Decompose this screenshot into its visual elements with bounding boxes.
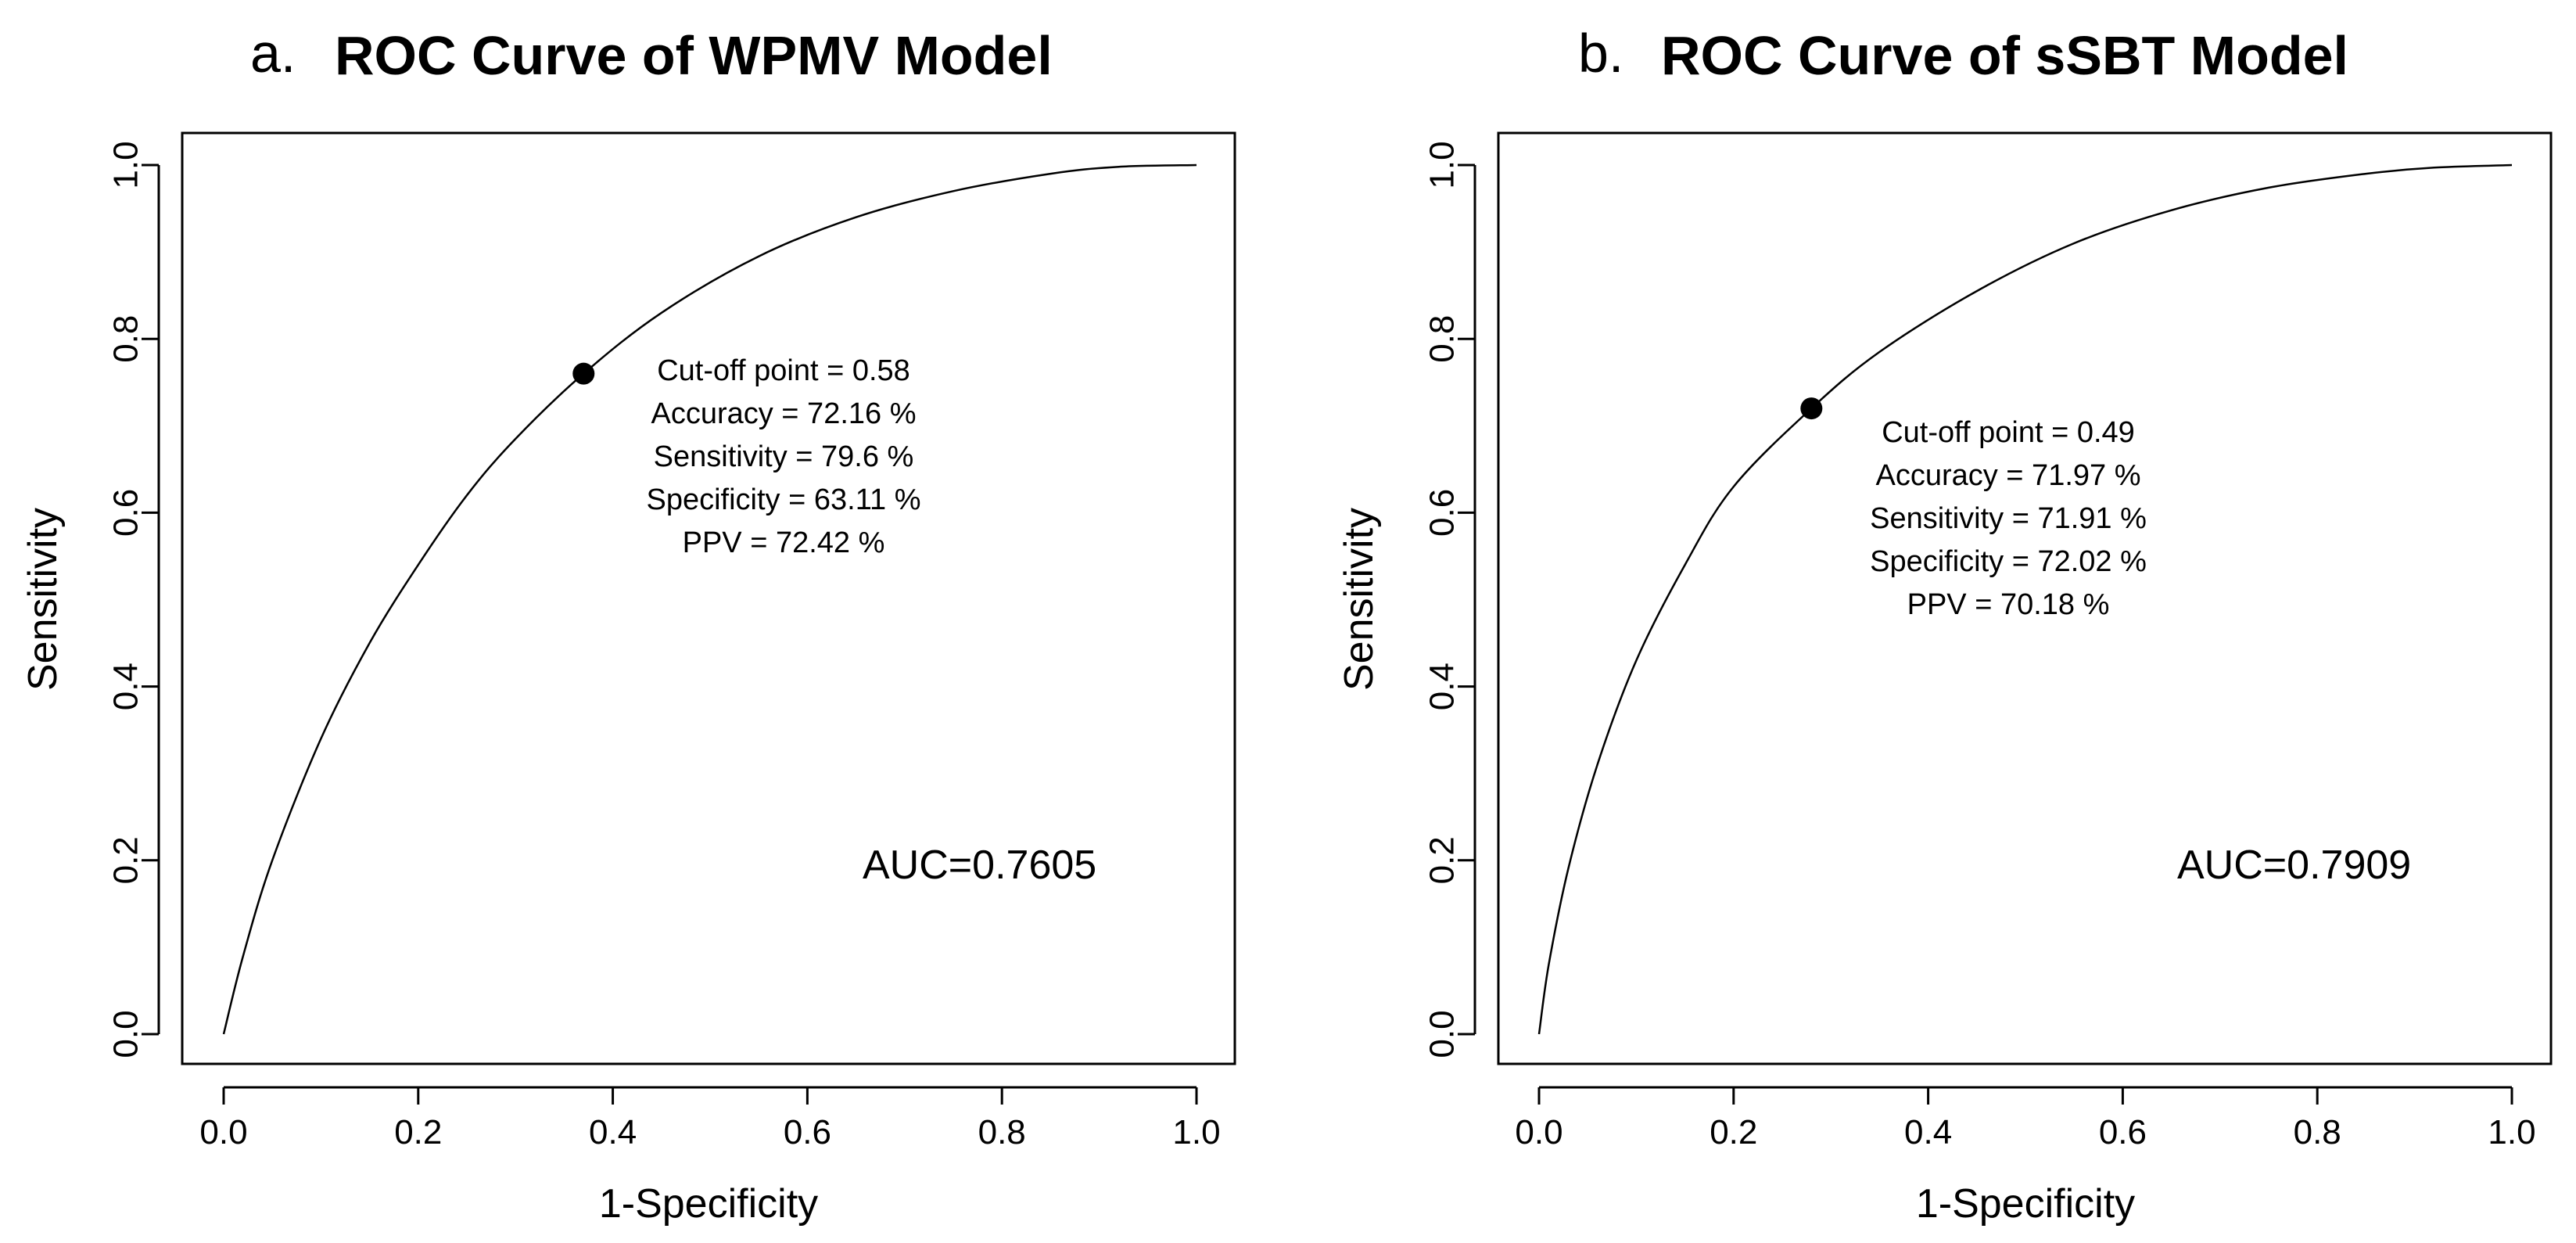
panel-b-annotations: Cut-off point = 0.49 Accuracy = 71.97 % … — [1870, 416, 2147, 621]
panel-b-y-tick-label: 0.4 — [1423, 663, 1462, 710]
panel-b-annot-ppv: PPV = 70.18 % — [1907, 588, 2110, 621]
panel-b-x-tick-label: 0.8 — [2294, 1113, 2341, 1151]
panel-a-auc: AUC=0.7605 — [863, 842, 1096, 888]
panel-a-roc-curve — [222, 163, 1197, 1035]
panel-a-y-tick-label: 0.6 — [107, 489, 145, 537]
panel-b-cutoff-point — [1800, 397, 1823, 420]
panel-a-y-tick-label: 1.0 — [107, 141, 145, 189]
panel-a-y-tick-label: 0.0 — [107, 1010, 145, 1058]
panel-a-x-tick-label: 0.0 — [199, 1113, 247, 1151]
panel-b-xlabel: 1-Specificity — [1916, 1181, 2135, 1227]
panel-a-y-tick-label: 0.4 — [107, 663, 145, 710]
panel-a-x-tick-label: 0.4 — [589, 1113, 637, 1151]
panel-b-annot-cutoff: Cut-off point = 0.49 — [1882, 416, 2135, 449]
panel-a-annot-accuracy: Accuracy = 72.16 % — [651, 397, 916, 430]
panel-b-title: ROC Curve of sSBT Model — [1661, 25, 2348, 86]
panel-a-annotations: Cut-off point = 0.58 Accuracy = 72.16 % … — [647, 354, 921, 559]
panel-a-title: ROC Curve of WPMV Model — [335, 25, 1053, 86]
panel-b-y-tick-label: 0.6 — [1423, 489, 1462, 537]
panel-b-y-tick-label: 0.2 — [1423, 836, 1462, 884]
panel-a-x-tick-label: 0.2 — [394, 1113, 442, 1151]
panel-b-roc-curve — [1537, 163, 2513, 1035]
panel-a-annot-sensitivity: Sensitivity = 79.6 % — [654, 440, 914, 473]
panel-b-y-tick-label: 1.0 — [1423, 141, 1462, 189]
panel-a-x-tick-label: 0.6 — [784, 1113, 831, 1151]
panel-b-ylabel: Sensitivity — [1336, 508, 1382, 691]
panel-b-axes: 0.0 0.2 0.4 0.6 0.8 1.0 0.0 0.2 0.4 0.6 0.8 1.0 — [1423, 141, 2536, 1151]
panel-a-plot-frame — [181, 131, 1236, 1065]
panel-b-plot-frame — [1497, 131, 2553, 1065]
panel-a-xlabel: 1-Specificity — [599, 1181, 818, 1227]
panel-b-x-tick-label: 1.0 — [2488, 1113, 2535, 1151]
panel-a-annot-specificity: Specificity = 63.11 % — [647, 483, 921, 516]
panel-a-x-tick-label: 1.0 — [1172, 1113, 1220, 1151]
panel-b-annot-accuracy: Accuracy = 71.97 % — [1875, 459, 2140, 492]
panel-a-annot-cutoff: Cut-off point = 0.58 — [657, 354, 910, 387]
panel-a-y-tick-label: 0.8 — [107, 315, 145, 363]
panel-a-ylabel: Sensitivity — [20, 508, 66, 691]
panel-b-annot-specificity: Specificity = 72.02 % — [1870, 545, 2147, 578]
panel-b: b. ROC Curve of sSBT Model 0.0 0.2 0.4 0.6 0… — [1336, 23, 2553, 1227]
panel-b-y-tick-label: 0.8 — [1423, 315, 1462, 363]
panel-a-y-tick-label: 0.2 — [107, 836, 145, 884]
panel-b-x-tick-label: 0.4 — [1904, 1113, 1952, 1151]
panel-a-cutoff-point — [572, 362, 595, 385]
panel-b-auc: AUC=0.7909 — [2177, 842, 2411, 888]
panel-b-annot-sensitivity: Sensitivity = 71.91 % — [1870, 502, 2147, 535]
panel-a-axes: 0.0 0.2 0.4 0.6 0.8 1.0 0.0 0.2 0.4 0.6 0.8 1.0 — [107, 141, 1221, 1151]
panel-b-y-tick-label: 0.0 — [1423, 1010, 1462, 1058]
panel-a-letter: a. — [250, 23, 296, 84]
panel-a: a. ROC Curve of WPMV Model 0.0 0.2 0.4 0.6 0… — [20, 23, 1236, 1227]
panel-a-annot-ppv: PPV = 72.42 % — [683, 526, 885, 559]
panel-b-x-tick-label: 0.2 — [1710, 1113, 1757, 1151]
panel-b-x-tick-label: 0.0 — [1515, 1113, 1562, 1151]
panel-a-x-tick-label: 0.8 — [978, 1113, 1026, 1151]
panel-b-letter: b. — [1578, 23, 1623, 84]
panel-b-x-tick-label: 0.6 — [2099, 1113, 2147, 1151]
